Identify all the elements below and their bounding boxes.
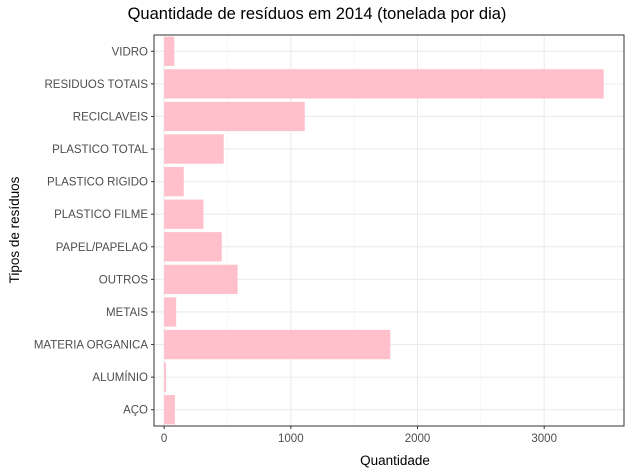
y-tick-label: MATERIA ORGANICA [34, 340, 148, 352]
chart-title: Quantidade de resíduos em 2014 (tonelada… [127, 5, 507, 23]
x-tick-label: 3000 [531, 433, 557, 445]
bar-alum-nio [164, 362, 167, 392]
x-axis-title: Quantidade [360, 453, 430, 468]
y-tick-label: OUTROS [99, 274, 149, 286]
y-tick-label: PLASTICO RIGIDO [47, 177, 148, 189]
bar-plastico-total [164, 134, 224, 164]
bar-metais [164, 297, 177, 327]
x-tick-label: 1000 [278, 433, 304, 445]
y-tick-label: RESIDUOS TOTAIS [44, 79, 148, 91]
bar-outros [164, 264, 238, 295]
x-tick-label: 0 [161, 433, 167, 445]
bar-materia-organica [164, 329, 391, 360]
bar-plastico-filme [164, 199, 204, 229]
y-tick-label: AÇO [123, 405, 148, 417]
bar-residuos-totais [164, 69, 604, 99]
y-axis-title: Tipos de resíduos [7, 176, 22, 283]
y-tick-label: PAPEL/PAPELAO [56, 242, 148, 254]
y-tick-label: VIDRO [112, 46, 148, 58]
panel-border [153, 34, 625, 427]
axis-layer: VIDRO RESIDUOS TOTAIS RECICLAVEIS PLASTICO … [34, 34, 625, 445]
bar-vidro [164, 36, 175, 66]
bar-papel-papelao [164, 232, 222, 262]
y-tick-label: PLASTICO TOTAL [52, 144, 148, 156]
y-tick-label: PLASTICO FILME [54, 209, 148, 221]
bar-layer [164, 36, 604, 425]
y-tick-label: METAIS [106, 307, 148, 319]
y-tick-label: RECICLAVEIS [73, 111, 149, 123]
bar-plastico-rigido [164, 166, 184, 197]
bar-a-o [164, 395, 175, 425]
bar-reciclaveis [164, 101, 305, 132]
x-tick-label: 2000 [405, 433, 431, 445]
y-tick-label: ALUMÍNIO [92, 371, 148, 384]
